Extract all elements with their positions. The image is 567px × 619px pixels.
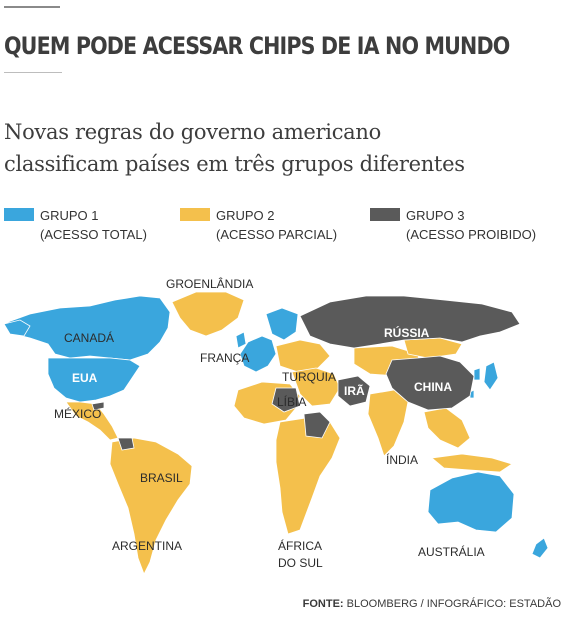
region-nordics <box>265 307 299 341</box>
label-india: ÍNDIA <box>386 452 418 467</box>
region-indonesia <box>431 453 513 473</box>
region-australia <box>427 471 515 533</box>
group-3-regions <box>91 295 521 451</box>
region-east-europe <box>275 339 331 373</box>
region-russia <box>299 295 521 349</box>
region-west-europe <box>239 335 277 373</box>
source-credit: FONTE: BLOOMBERG / INFOGRÁFICO: ESTADÃO <box>303 598 561 610</box>
subtitle: Novas regras do governo americano classi… <box>4 116 564 180</box>
subtitle-line-2: classificam países em três grupos difere… <box>4 152 465 176</box>
region-usa <box>47 357 141 403</box>
region-new-zealand <box>531 537 549 559</box>
label-ira: IRÃ <box>344 383 365 398</box>
legend-label-group-1: GRUPO 1 <box>40 208 99 223</box>
source-label: FONTE: <box>302 598 344 610</box>
region-canada <box>7 295 171 361</box>
label-franca: FRANÇA <box>200 351 249 365</box>
legend-sub-group-1: (ACESSO TOTAL) <box>40 227 147 242</box>
region-greenland <box>171 291 245 337</box>
region-turkey-middle-east <box>291 367 341 407</box>
label-brasil: BRASIL <box>140 471 183 485</box>
subtitle-line-1: Novas regras do governo americano <box>4 120 381 144</box>
label-russia: RÚSSIA <box>384 325 430 340</box>
region-libya <box>271 387 301 413</box>
legend-label-group-3: GRUPO 3 <box>406 208 465 223</box>
region-africa-central-south <box>275 417 341 535</box>
region-southeast-asia <box>423 407 471 449</box>
title-rule <box>4 72 62 73</box>
label-africa-do-sul-line-1: ÁFRICA <box>278 538 322 553</box>
label-groenlandia: GROENLÂNDIA <box>166 276 253 291</box>
region-japan <box>483 361 499 391</box>
region-south-america <box>109 437 193 575</box>
page-title: QUEM PODE ACESSAR CHIPS DE IA NO MUNDO <box>4 32 510 60</box>
legend-swatch-group-3 <box>370 208 400 221</box>
label-libia: LÍBIA <box>277 394 306 409</box>
region-alaska <box>3 319 31 337</box>
group-1-regions <box>3 295 549 559</box>
top-rule <box>4 6 60 8</box>
region-uk <box>235 331 247 349</box>
region-cuba <box>91 401 105 411</box>
legend-label-group-2: GRUPO 2 <box>216 208 275 223</box>
region-china <box>385 355 475 411</box>
label-canada: CANADÁ <box>64 330 114 345</box>
label-argentina: ARGENTINA <box>112 539 182 553</box>
group-2-regions <box>65 291 513 575</box>
region-korea <box>473 367 481 381</box>
label-turquia: TURQUIA <box>282 370 336 384</box>
label-china: CHINA <box>414 380 452 394</box>
legend-swatch-group-2 <box>180 208 210 221</box>
region-sudan-horn <box>303 411 331 439</box>
legend-sub-group-3: (ACESSO PROIBIDO) <box>406 227 537 242</box>
label-africa-do-sul-line-2: DO SUL <box>278 556 323 570</box>
legend-swatch-group-1 <box>4 208 34 221</box>
region-mongolia <box>403 337 463 359</box>
region-venezuela <box>117 437 135 451</box>
region-iran <box>337 375 371 407</box>
region-india <box>367 389 409 457</box>
label-australia: AUSTRÁLIA <box>418 544 485 559</box>
label-eua: EUA <box>72 371 98 385</box>
world-map: GROENLÂNDIA CANADÁ EUA FRANÇA RÚSSIA TUR… <box>3 276 549 575</box>
label-mexico: MÉXICO <box>54 406 101 421</box>
source-text: BLOOMBERG / INFOGRÁFICO: ESTADÃO <box>346 598 561 610</box>
legend-sub-group-2: (ACESSO PARCIAL) <box>216 227 338 242</box>
